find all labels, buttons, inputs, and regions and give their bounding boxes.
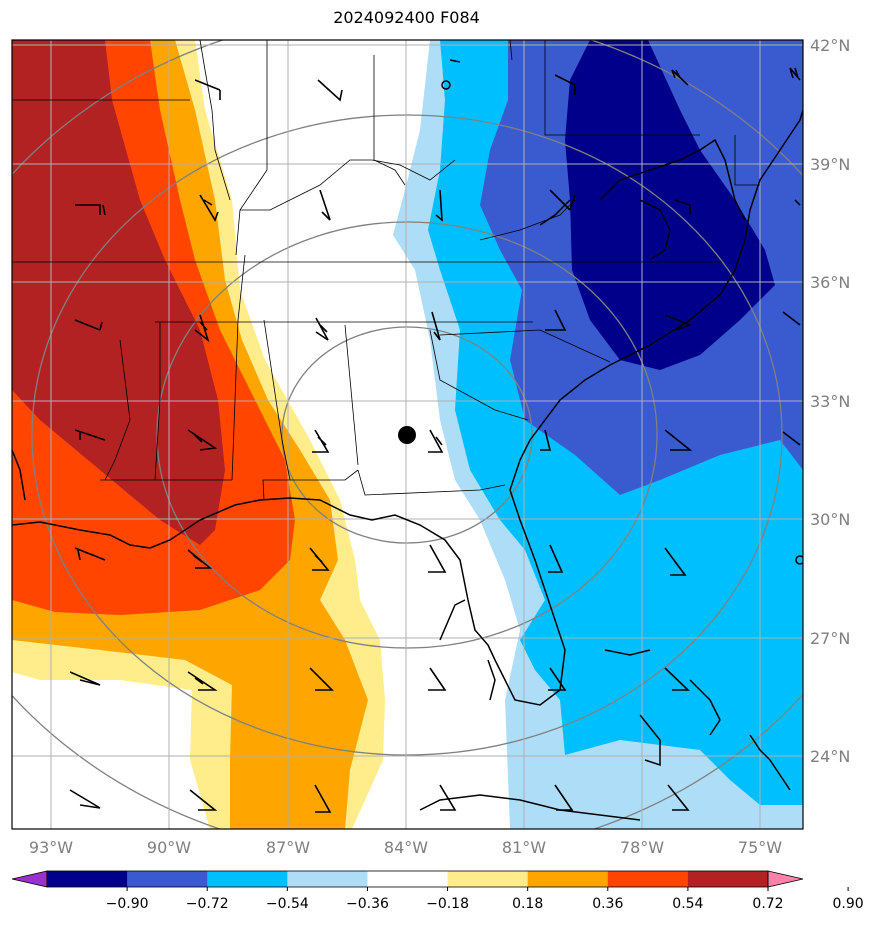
colorbar-outline [46, 870, 769, 888]
wind-barbs [69, 59, 801, 813]
colorbar-segment [127, 871, 208, 887]
anomaly-fill-layer [12, 40, 803, 829]
state-borders [12, 40, 760, 501]
graticule [12, 40, 803, 829]
storm-center-marker [398, 426, 416, 444]
colorbar-extend-high [767, 870, 804, 888]
anomaly-dark-red-region [12, 40, 225, 545]
lon-label-87w: 87°W [266, 838, 310, 857]
lon-label-84w: 84°W [384, 838, 428, 857]
lon-label-90w: 90°W [147, 838, 191, 857]
lat-label-39n: 39°N [810, 155, 850, 174]
colorbar-tick-label: −0.54 [266, 896, 309, 912]
lon-label-81w: 81°W [502, 838, 546, 857]
lon-label-78w: 78°W [620, 838, 664, 857]
colorbar-tick-label: 0.54 [672, 896, 703, 912]
colorbar-segment [447, 871, 529, 887]
colorbar-tick-label: −0.90 [106, 896, 149, 912]
colorbar-tick-label: −0.36 [346, 896, 389, 912]
map-title: 2024092400 F084 [333, 8, 480, 27]
latitude-labels: 42°N 39°N 36°N 33°N 30°N 27°N 24°N [810, 36, 850, 766]
lat-label-42n: 42°N [810, 36, 850, 55]
small-circle-marker [441, 80, 451, 90]
lat-label-30n: 30°N [810, 510, 850, 529]
colorbar-segment [367, 871, 449, 887]
colorbar-segment [687, 871, 769, 887]
coastlines [12, 109, 803, 821]
lat-label-33n: 33°N [810, 392, 850, 411]
colorbar-segment [527, 871, 609, 887]
colorbar-segment [607, 871, 689, 887]
colorbar-tick-label: −0.18 [426, 896, 469, 912]
distance-rings [12, 40, 803, 829]
lon-label-75w: 75°W [738, 838, 782, 857]
lat-label-27n: 27°N [810, 629, 850, 648]
anomaly-navy-region [565, 40, 775, 370]
map-frame [11, 39, 804, 830]
lat-label-24n: 24°N [810, 747, 850, 766]
colorbar-segment [47, 871, 128, 887]
colorbar-tick-label: 0.18 [512, 896, 543, 912]
colorbar-tick-label: 0.90 [833, 896, 864, 912]
colorbar-segment [207, 871, 288, 887]
colorbar-tick-label: 0.72 [752, 896, 783, 912]
longitude-labels: 93°W 90°W 87°W 84°W 81°W 78°W 75°W [29, 838, 782, 857]
small-circle-marker-2 [795, 555, 803, 565]
colorbar-segment [287, 871, 368, 887]
colorbar: −0.90 −0.72 −0.54 −0.36 −0.18 0.18 0.36 0.54 0.7… [11, 870, 864, 912]
colorbar-tick-label: 0.36 [592, 896, 623, 912]
colorbar-tick-label: −0.72 [186, 896, 229, 912]
lon-label-93w: 93°W [29, 838, 73, 857]
lat-label-36n: 36°N [810, 273, 850, 292]
colorbar-extend-low [11, 870, 48, 888]
